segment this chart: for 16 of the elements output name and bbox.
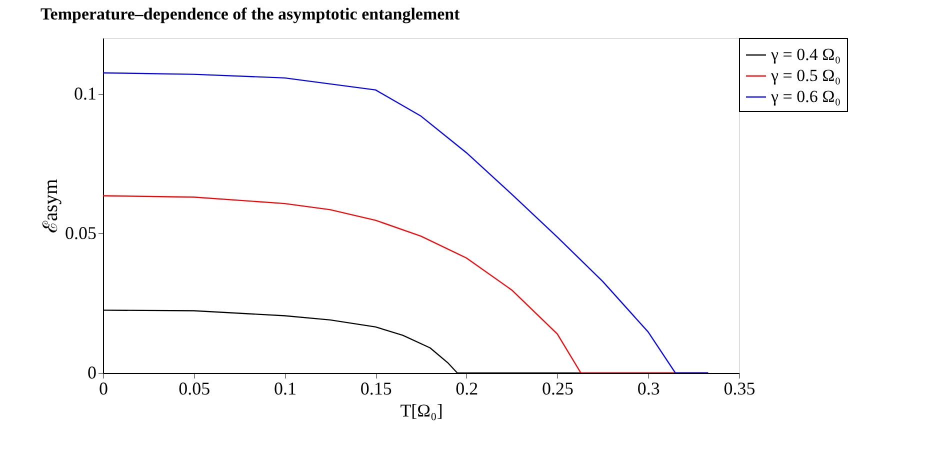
x-tick-label: 0.15 xyxy=(360,378,392,398)
x-tick-label: 0.25 xyxy=(542,378,574,398)
y-tick-label: 0.1 xyxy=(74,83,96,104)
y-tick-label: 0.05 xyxy=(65,222,96,243)
x-tick-label: 0.05 xyxy=(178,378,210,398)
x-tick-label: 0.2 xyxy=(456,378,478,398)
x-tick-label: 0.35 xyxy=(724,378,756,398)
legend-label: γ = 0.4 Ω₀ xyxy=(770,45,841,64)
x-tick-label: 0.3 xyxy=(637,378,660,398)
legend-label: γ = 0.6 Ω₀ xyxy=(770,87,841,106)
y-axis-title: ℰasym xyxy=(40,178,62,234)
x-axis-title: T[Ω₀] xyxy=(400,400,443,420)
x-tick-label: 0.1 xyxy=(274,378,296,398)
legend-label: γ = 0.5 Ω₀ xyxy=(770,66,841,85)
chart-title: Temperature–dependence of the asymptotic entanglement xyxy=(40,4,460,24)
y-tick-label: 0 xyxy=(88,362,96,382)
